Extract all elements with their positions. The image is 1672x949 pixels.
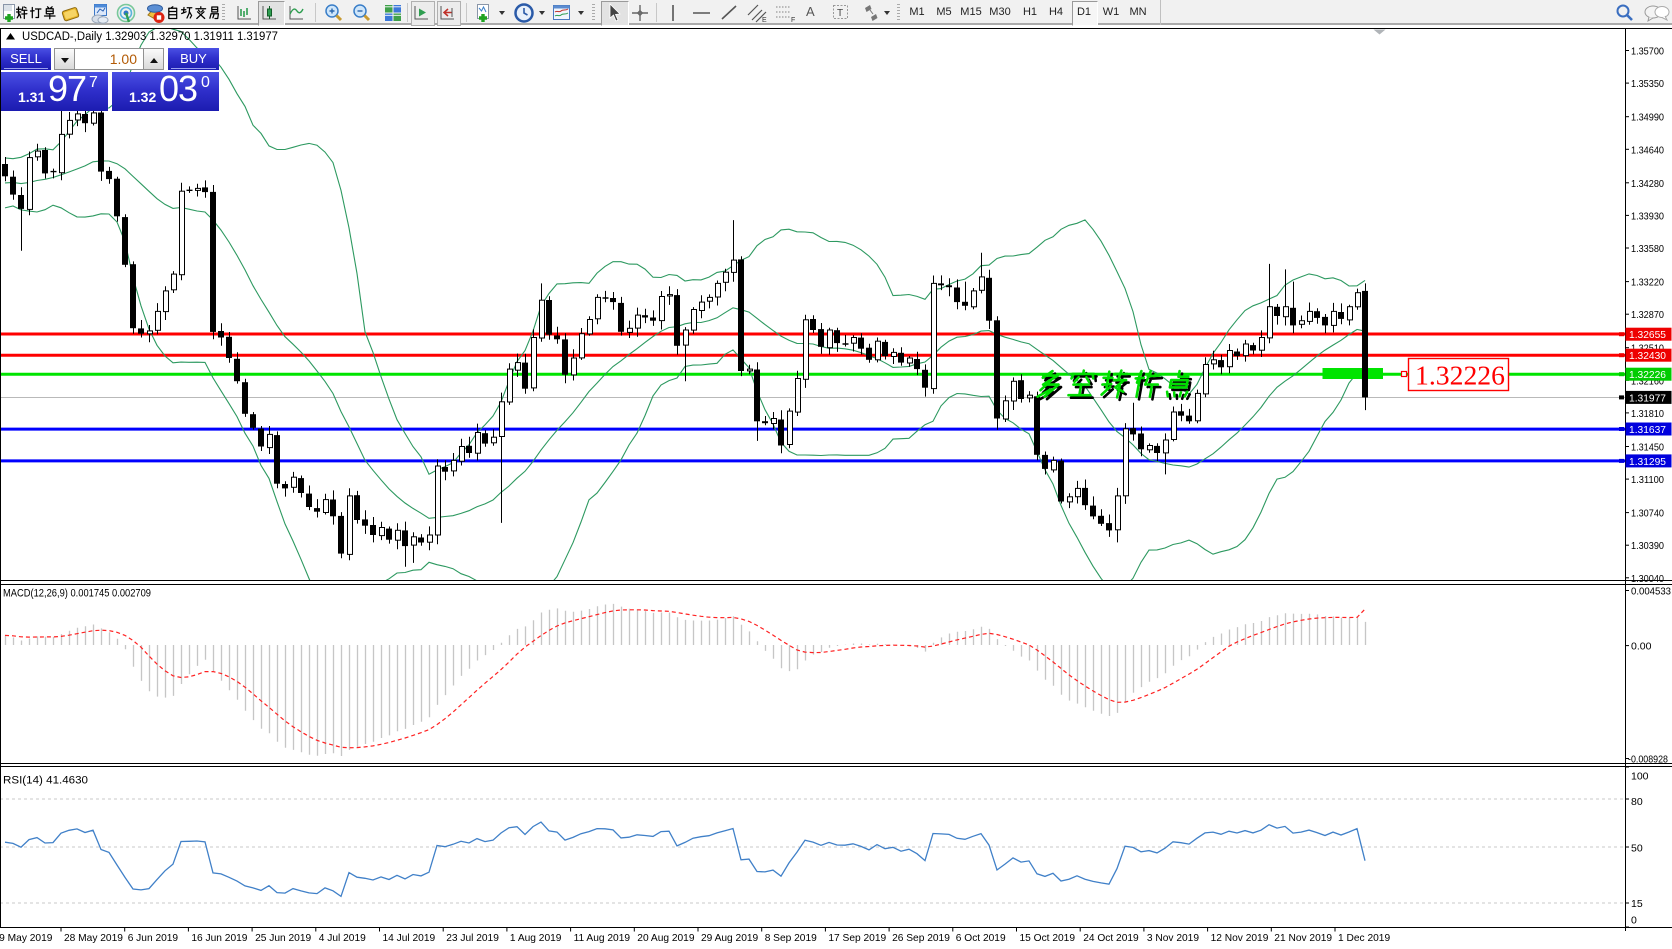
svg-text:1.32655: 1.32655 — [1629, 329, 1666, 341]
svg-text:1.33580: 1.33580 — [1631, 243, 1664, 255]
svg-text:0: 0 — [1631, 915, 1637, 927]
svg-text:1 Dec 2019: 1 Dec 2019 — [1338, 933, 1390, 944]
svg-text:14 Jul 2019: 14 Jul 2019 — [383, 933, 436, 944]
svg-text:1.32226: 1.32226 — [1415, 361, 1505, 391]
svg-text:50: 50 — [1631, 843, 1643, 855]
svg-text:15 Oct 2019: 15 Oct 2019 — [1020, 933, 1076, 944]
svg-text:11 Aug 2019: 11 Aug 2019 — [574, 933, 631, 944]
svg-text:21 Nov 2019: 21 Nov 2019 — [1274, 933, 1332, 944]
svg-text:1.30740: 1.30740 — [1631, 508, 1664, 520]
svg-text:3 Nov 2019: 3 Nov 2019 — [1147, 933, 1199, 944]
svg-text:26 Sep 2019: 26 Sep 2019 — [892, 933, 950, 944]
svg-text:1.31637: 1.31637 — [1629, 424, 1666, 436]
svg-text:1.35350: 1.35350 — [1631, 78, 1664, 90]
svg-text:1.34640: 1.34640 — [1631, 144, 1664, 156]
svg-text:E: E — [762, 17, 767, 23]
svg-text:-0.008928: -0.008928 — [1628, 754, 1668, 766]
svg-text:1.31100: 1.31100 — [1631, 474, 1664, 486]
svg-text:28 May 2019: 28 May 2019 — [64, 933, 123, 944]
svg-text:12 Nov 2019: 12 Nov 2019 — [1211, 933, 1269, 944]
svg-text:0.00: 0.00 — [1631, 641, 1652, 653]
svg-text:1.32430: 1.32430 — [1629, 350, 1666, 362]
svg-text:80: 80 — [1631, 796, 1643, 808]
svg-text:1.35700: 1.35700 — [1631, 46, 1664, 58]
svg-text:T: T — [837, 8, 843, 19]
svg-text:1.33930: 1.33930 — [1631, 210, 1664, 222]
svg-text:1.30040: 1.30040 — [1631, 573, 1664, 585]
svg-text:25 Jun 2019: 25 Jun 2019 — [255, 933, 311, 944]
svg-text:16 Jun 2019: 16 Jun 2019 — [191, 933, 247, 944]
svg-text:1.32870: 1.32870 — [1631, 309, 1664, 321]
svg-text:1.30390: 1.30390 — [1631, 540, 1664, 552]
svg-text:1.34280: 1.34280 — [1631, 178, 1664, 190]
svg-text:F: F — [791, 17, 795, 23]
svg-text:USDCAD-,Daily 1.32903 1.32970: USDCAD-,Daily 1.32903 1.32970 1.31911 1.… — [22, 31, 278, 43]
svg-text:1.31810: 1.31810 — [1631, 408, 1664, 420]
svg-text:29 Aug 2019: 29 Aug 2019 — [701, 933, 759, 944]
svg-text:1.33220: 1.33220 — [1631, 277, 1664, 289]
svg-text:1.31295: 1.31295 — [1629, 456, 1666, 468]
svg-text:15: 15 — [1631, 898, 1643, 910]
svg-text:23 Jul 2019: 23 Jul 2019 — [446, 933, 499, 944]
svg-text:8 Sep 2019: 8 Sep 2019 — [765, 933, 817, 944]
svg-text:6 Oct 2019: 6 Oct 2019 — [956, 933, 1006, 944]
svg-text:MACD(12,26,9) 0.001745 0.00270: MACD(12,26,9) 0.001745 0.002709 — [3, 588, 151, 600]
svg-text:1 Aug 2019: 1 Aug 2019 — [510, 933, 562, 944]
svg-text:1.31977: 1.31977 — [1629, 392, 1666, 404]
svg-text:6 Jun 2019: 6 Jun 2019 — [128, 933, 179, 944]
svg-text:20 Aug 2019: 20 Aug 2019 — [637, 933, 695, 944]
svg-text:4 Jul 2019: 4 Jul 2019 — [319, 933, 366, 944]
svg-text:0.004533: 0.004533 — [1631, 586, 1671, 598]
svg-text:19 May 2019: 19 May 2019 — [0, 933, 53, 944]
svg-text:17 Sep 2019: 17 Sep 2019 — [828, 933, 886, 944]
svg-text:1.34990: 1.34990 — [1631, 112, 1664, 124]
svg-text:100: 100 — [1631, 771, 1649, 783]
svg-text:24 Oct 2019: 24 Oct 2019 — [1083, 933, 1139, 944]
svg-text:1.32226: 1.32226 — [1629, 369, 1666, 381]
svg-text:1.31450: 1.31450 — [1631, 442, 1664, 454]
svg-text:RSI(14) 41.4630: RSI(14) 41.4630 — [3, 775, 88, 787]
